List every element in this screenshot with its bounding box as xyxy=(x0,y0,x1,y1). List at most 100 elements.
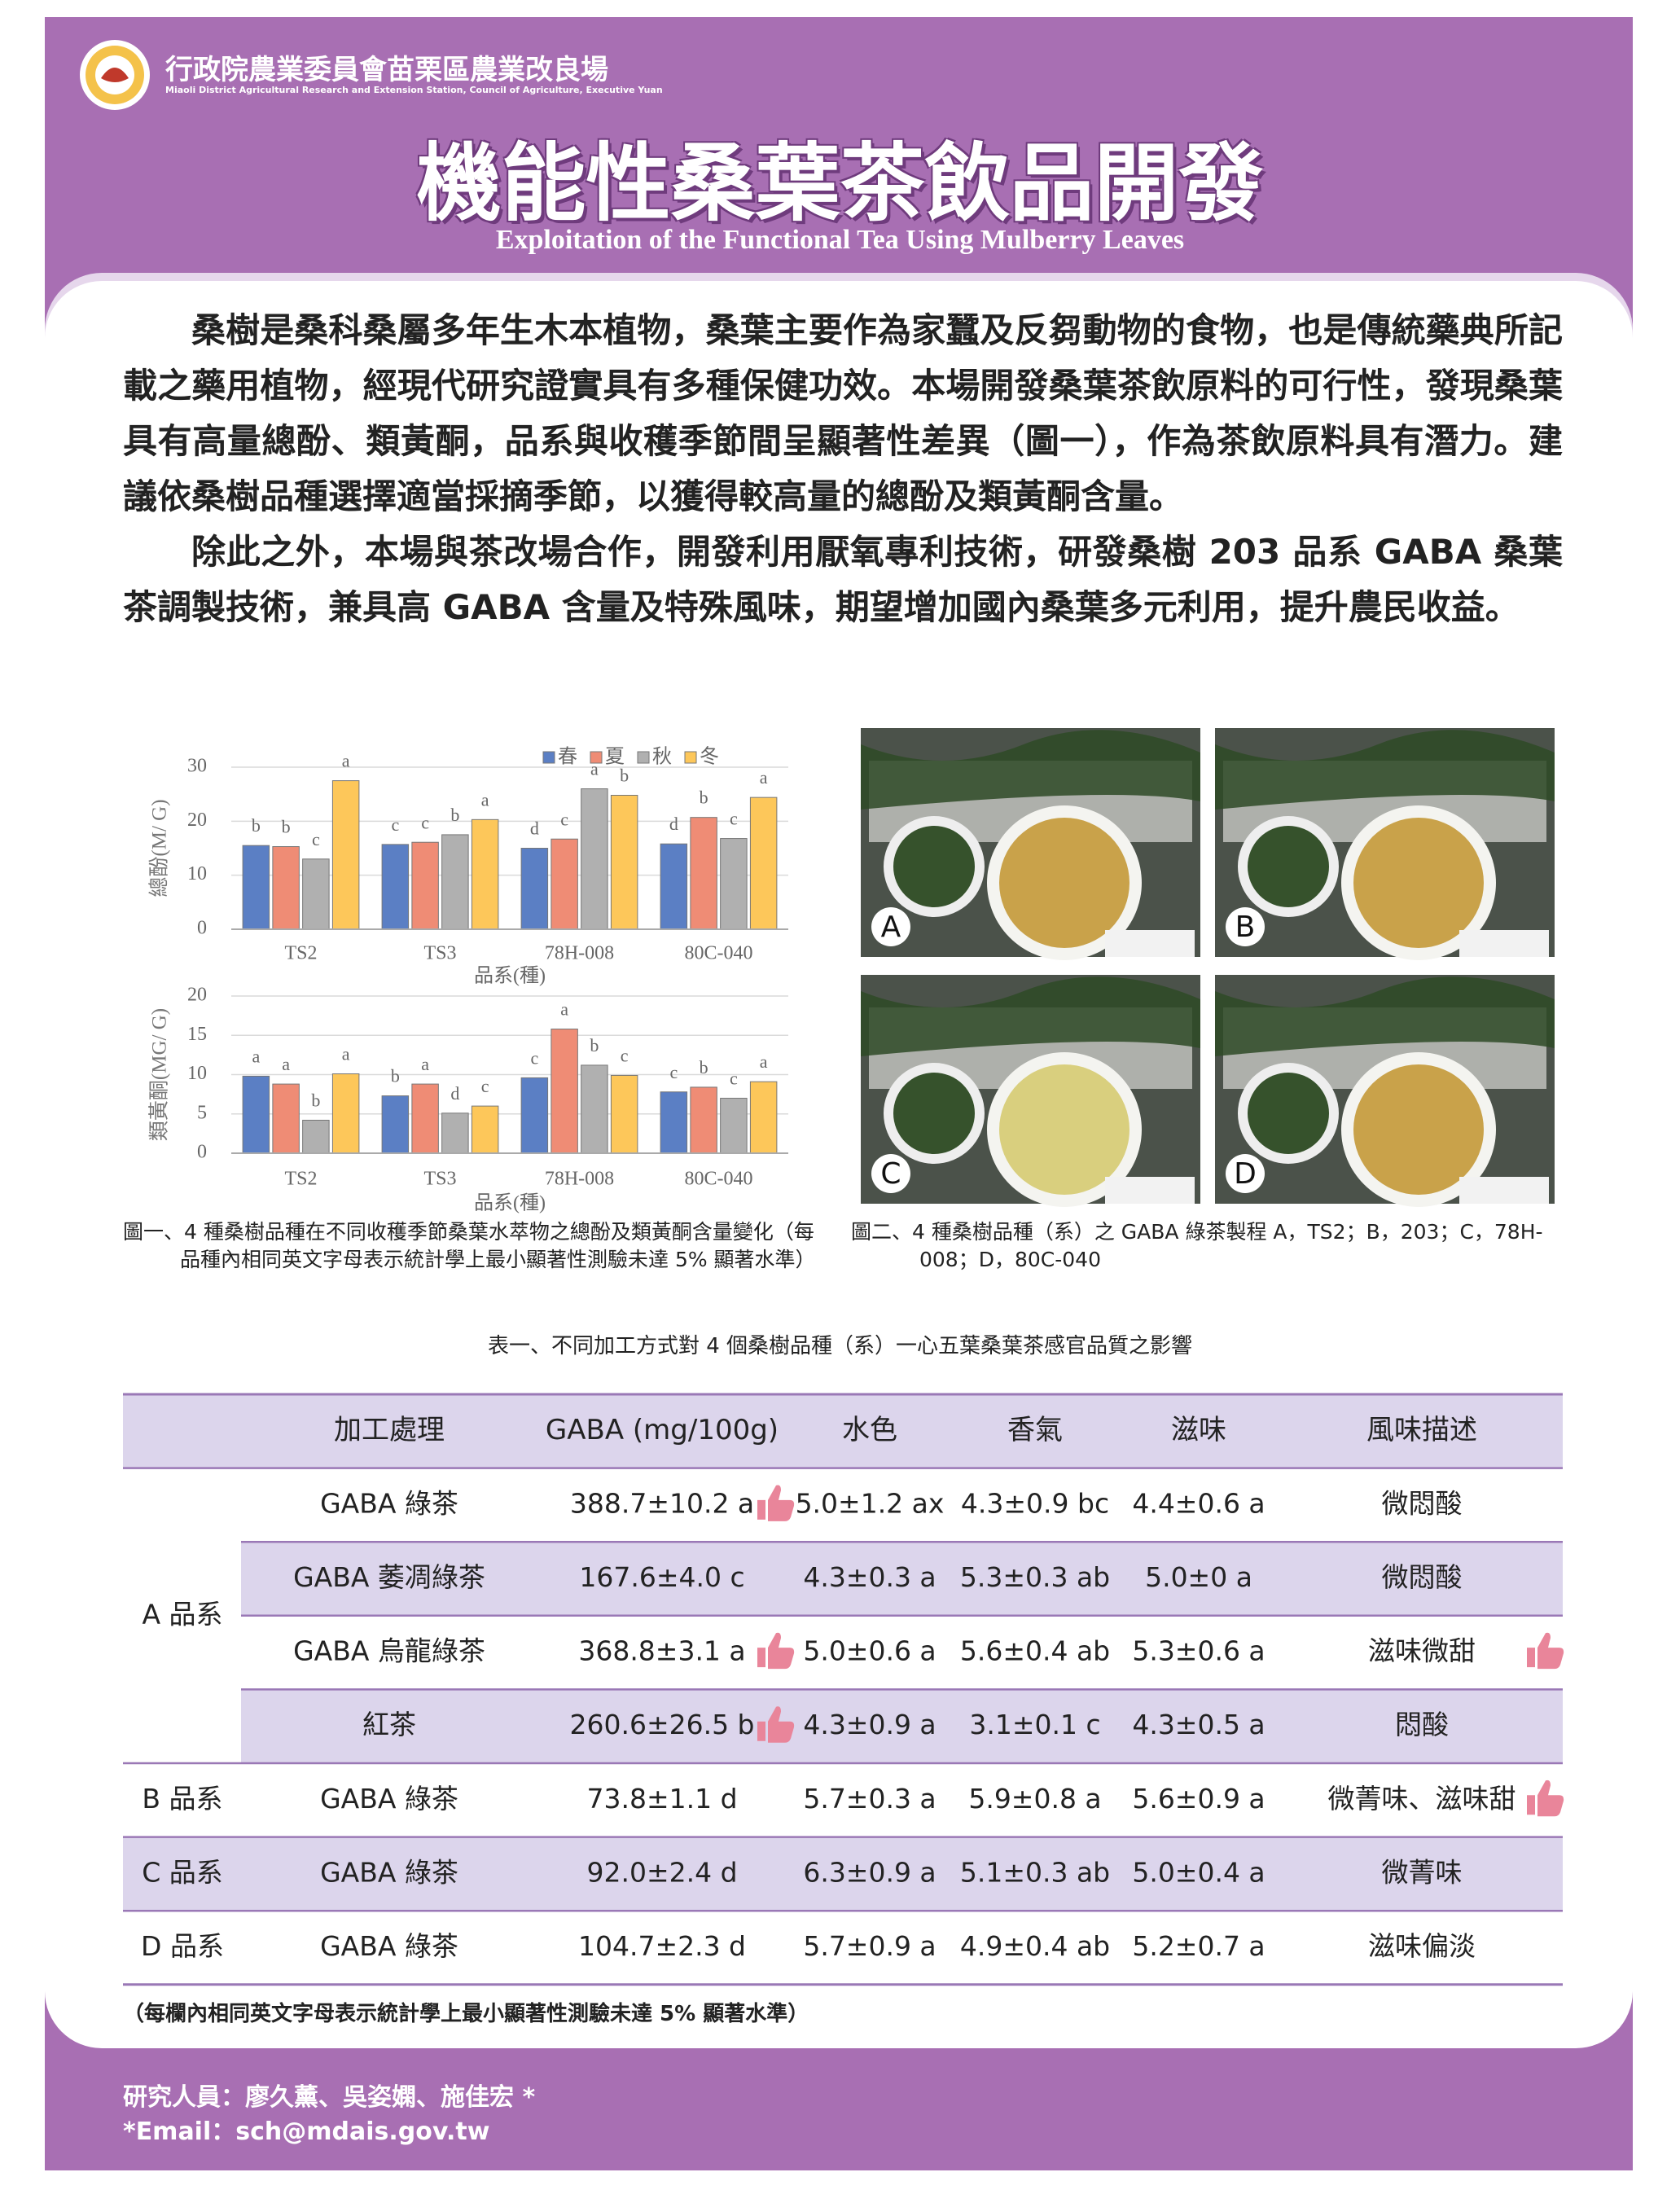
intro: 桑樹是桑科桑屬多年生木本植物，桑葉主要作為家蠶及反芻動物的食物，也是傳統藥典所記… xyxy=(123,303,1563,635)
significance-letter: c xyxy=(560,809,568,829)
y-tick-label: 0 xyxy=(197,918,207,939)
table-cell: 5.1±0.3 ab xyxy=(960,1856,1110,1888)
legend-label: 秋 xyxy=(652,746,672,768)
significance-letter: c xyxy=(312,829,320,849)
table-cell: 260.6±26.5 b xyxy=(569,1709,754,1740)
table-cell: 紅茶 xyxy=(362,1709,416,1740)
subtitle: Exploitation of the Functional Tea Using… xyxy=(495,225,1185,255)
cup-leaves-in xyxy=(893,826,975,907)
photo: B xyxy=(1215,728,1555,960)
table-cell: 73.8±1.1 d xyxy=(586,1783,737,1815)
table-cell: 微菁味 xyxy=(1382,1856,1463,1888)
table-cell: 5.7±0.9 a xyxy=(803,1930,936,1962)
bar xyxy=(302,858,330,930)
table-cell: 92.0±2.4 d xyxy=(586,1856,737,1888)
significance-letter: a xyxy=(282,1054,290,1074)
bar xyxy=(441,1112,469,1154)
table-cell: 388.7±10.2 a xyxy=(570,1487,754,1519)
bar xyxy=(690,817,717,930)
panel-label: A xyxy=(881,911,901,944)
x-tick-label: TS2 xyxy=(284,1169,317,1190)
significance-letter: a xyxy=(760,767,768,788)
significance-letter: b xyxy=(282,817,291,837)
table-header: 加工處理 xyxy=(334,1414,445,1446)
cup-tea-in xyxy=(1353,1064,1484,1195)
legend-label: 冬 xyxy=(700,746,719,768)
leaves xyxy=(1215,730,1555,810)
table-cell: 滋味偏淡 xyxy=(1368,1930,1476,1962)
row-bg xyxy=(241,1542,1563,1616)
bar xyxy=(471,818,499,930)
bar xyxy=(581,788,608,930)
significance-letter: a xyxy=(342,1044,350,1064)
leaves xyxy=(861,730,1200,810)
legend-swatch xyxy=(590,751,603,764)
thumb-icon xyxy=(1527,1780,1564,1817)
table-cell: GABA 烏龍綠茶 xyxy=(293,1635,485,1667)
significance-letter: b xyxy=(252,815,261,836)
bar xyxy=(520,848,549,930)
thumb-icon xyxy=(757,1632,795,1670)
y-tick-label: 10 xyxy=(187,863,207,884)
table-cell: 5.6±0.4 ab xyxy=(960,1635,1110,1667)
table-cell: 4.3±0.9 bc xyxy=(961,1487,1109,1519)
x-tick-label: 78H-008 xyxy=(545,1169,614,1190)
legend-label: 春 xyxy=(558,746,577,768)
significance-letter: b xyxy=(700,1057,708,1077)
cup-tea-in xyxy=(999,1064,1130,1195)
table-cell: GABA 綠茶 xyxy=(320,1783,458,1815)
leaves xyxy=(861,976,1200,1056)
table-cell: GABA 綠茶 xyxy=(320,1856,458,1888)
table-cell: GABA 萎凋綠茶 xyxy=(293,1561,485,1593)
y-tick-label: 5 xyxy=(197,1102,207,1123)
table-cell: 5.3±0.3 ab xyxy=(960,1561,1110,1593)
bar xyxy=(660,1091,688,1154)
significance-letter: c xyxy=(421,812,429,832)
panel-label: C xyxy=(880,1157,901,1191)
table-cell: 4.3±0.3 a xyxy=(803,1561,936,1593)
bar xyxy=(720,1097,748,1154)
table-header-bg xyxy=(123,1394,1563,1468)
panel-badge xyxy=(1226,907,1265,946)
y-axis-label: 類黃酮(MG/ G) xyxy=(148,1008,171,1141)
table-cell: 5.0±1.2 ax xyxy=(796,1487,945,1519)
legend-swatch xyxy=(684,751,697,764)
thumb-icon xyxy=(1527,1632,1564,1670)
table-cell: 3.1±0.1 c xyxy=(969,1709,1100,1740)
cup-leaves-in xyxy=(893,1073,975,1154)
significance-letter: c xyxy=(621,1046,629,1066)
significance-letter: a xyxy=(590,759,599,779)
table-cell: 5.9±0.8 a xyxy=(968,1783,1101,1815)
bar xyxy=(381,1095,410,1154)
bar xyxy=(381,844,410,930)
bar xyxy=(471,1105,499,1154)
legend-swatch xyxy=(637,751,650,764)
table-cell: 104.7±2.3 d xyxy=(578,1930,746,1962)
legend-label: 夏 xyxy=(605,747,625,768)
row-bg xyxy=(241,1689,1563,1763)
x-tick-label: 78H-008 xyxy=(545,943,614,964)
table-header: 風味描述 xyxy=(1366,1414,1477,1446)
significance-letter: b xyxy=(700,788,708,808)
table-cell: 5.3±0.6 a xyxy=(1132,1635,1265,1667)
significance-letter: b xyxy=(450,805,459,825)
table-cell: 滋味微甜 xyxy=(1368,1635,1476,1667)
significance-letter: b xyxy=(620,766,629,786)
significance-letter: d xyxy=(450,1083,459,1104)
cup-tea-in xyxy=(1353,818,1484,948)
significance-letter: c xyxy=(391,814,399,835)
significance-letter: c xyxy=(730,1068,738,1088)
table-cell: 5.0±0.6 a xyxy=(803,1635,936,1667)
bar xyxy=(242,1075,270,1154)
table-cell: 6.3±0.9 a xyxy=(803,1856,936,1888)
bar xyxy=(520,1077,549,1154)
bar xyxy=(331,1073,360,1154)
y-tick-label: 20 xyxy=(187,810,207,831)
bar xyxy=(581,1064,608,1154)
y-tick-label: 10 xyxy=(187,1063,207,1084)
bar xyxy=(720,838,748,930)
x-axis-label: 品系(種) xyxy=(474,1192,546,1214)
email: *Email：sch@mdais.gov.tw xyxy=(123,2117,490,2146)
label-card xyxy=(1105,1177,1195,1204)
